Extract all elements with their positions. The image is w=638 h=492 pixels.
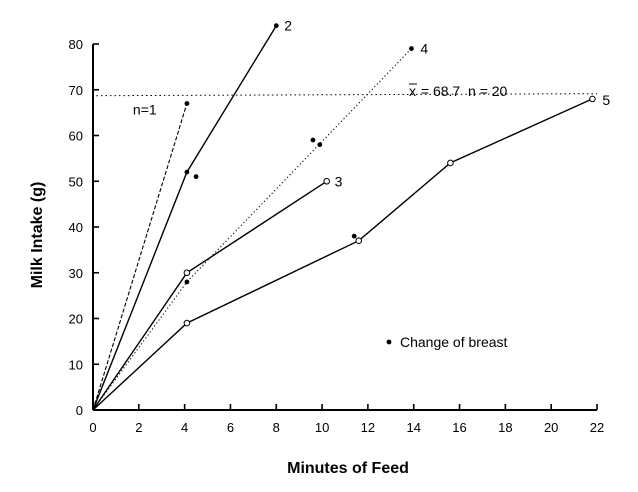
series-3-point — [183, 269, 191, 277]
y-tick-label: 0 — [76, 403, 83, 418]
ticks: 0 2 4 6 8 10 12 14 16 18 20 22 0 10 20 30 40 50 60 70 80 — [69, 37, 605, 435]
series-label-3: 3 — [335, 173, 343, 189]
x-tick-label: 20 — [544, 420, 558, 435]
y-tick-label: 60 — [69, 129, 83, 144]
breast-change-points — [193, 137, 357, 239]
series-2-point — [184, 169, 190, 175]
mean-group: x = 68.7 n = 20 — [96, 83, 598, 99]
y-axis-title: Milk Intake (g) — [29, 182, 46, 289]
x-tick-label: 14 — [406, 420, 420, 435]
legend-marker — [386, 339, 392, 345]
y-tick-label: 50 — [69, 174, 83, 189]
y-tick-label: 70 — [69, 83, 83, 98]
series-label-4: 4 — [420, 41, 428, 57]
y-tick-label: 20 — [69, 312, 83, 327]
y-tick-label: 40 — [69, 220, 83, 235]
series-1-point — [184, 101, 190, 106]
series-4-point — [184, 279, 190, 285]
mean-line — [96, 93, 598, 97]
series-line-1 — [92, 103, 188, 411]
mean-xbar-symbol: x — [409, 83, 416, 99]
series-3-point — [323, 177, 330, 185]
x-tick-label: 4 — [181, 420, 188, 435]
y-tick-label: 10 — [69, 357, 83, 372]
series-5-point — [589, 95, 596, 103]
breast-change-point — [317, 142, 323, 148]
series-label-1: n=1 — [133, 101, 157, 117]
legend-text: Change of breast — [400, 334, 508, 350]
x-axis-title: Minutes of Feed — [287, 460, 409, 477]
x-tick-label: 6 — [227, 420, 234, 435]
series-2-point — [273, 23, 279, 29]
series-label-2: 2 — [284, 18, 292, 34]
y-tick-label: 80 — [69, 37, 83, 52]
series-label-5: 5 — [602, 92, 610, 108]
series-line-5 — [92, 98, 593, 411]
series-line-4 — [92, 48, 412, 411]
x-tick-label: 8 — [273, 420, 280, 435]
x-tick-label: 12 — [361, 420, 375, 435]
x-tick-label: 16 — [452, 420, 466, 435]
mean-label: = 68.7 n = 20 — [417, 83, 508, 99]
x-tick-label: 22 — [590, 420, 604, 435]
series-5-point — [447, 159, 454, 167]
y-tick-label: 30 — [69, 266, 83, 281]
x-tick-label: 18 — [498, 420, 512, 435]
series-5-point — [355, 237, 363, 245]
series-4-point — [409, 46, 414, 51]
x-tick-label: 0 — [89, 420, 96, 435]
breast-change-point — [351, 233, 357, 239]
axes — [92, 44, 597, 411]
breast-change-point — [193, 174, 199, 180]
breast-change-point — [310, 137, 316, 143]
legend: Change of breast — [386, 334, 508, 350]
series-5-point — [183, 319, 191, 327]
series-line-3 — [92, 180, 328, 411]
x-tick-label: 10 — [315, 420, 329, 435]
x-tick-label: 2 — [135, 420, 142, 435]
series-group: n=1 2 3 4 5 — [92, 18, 610, 411]
